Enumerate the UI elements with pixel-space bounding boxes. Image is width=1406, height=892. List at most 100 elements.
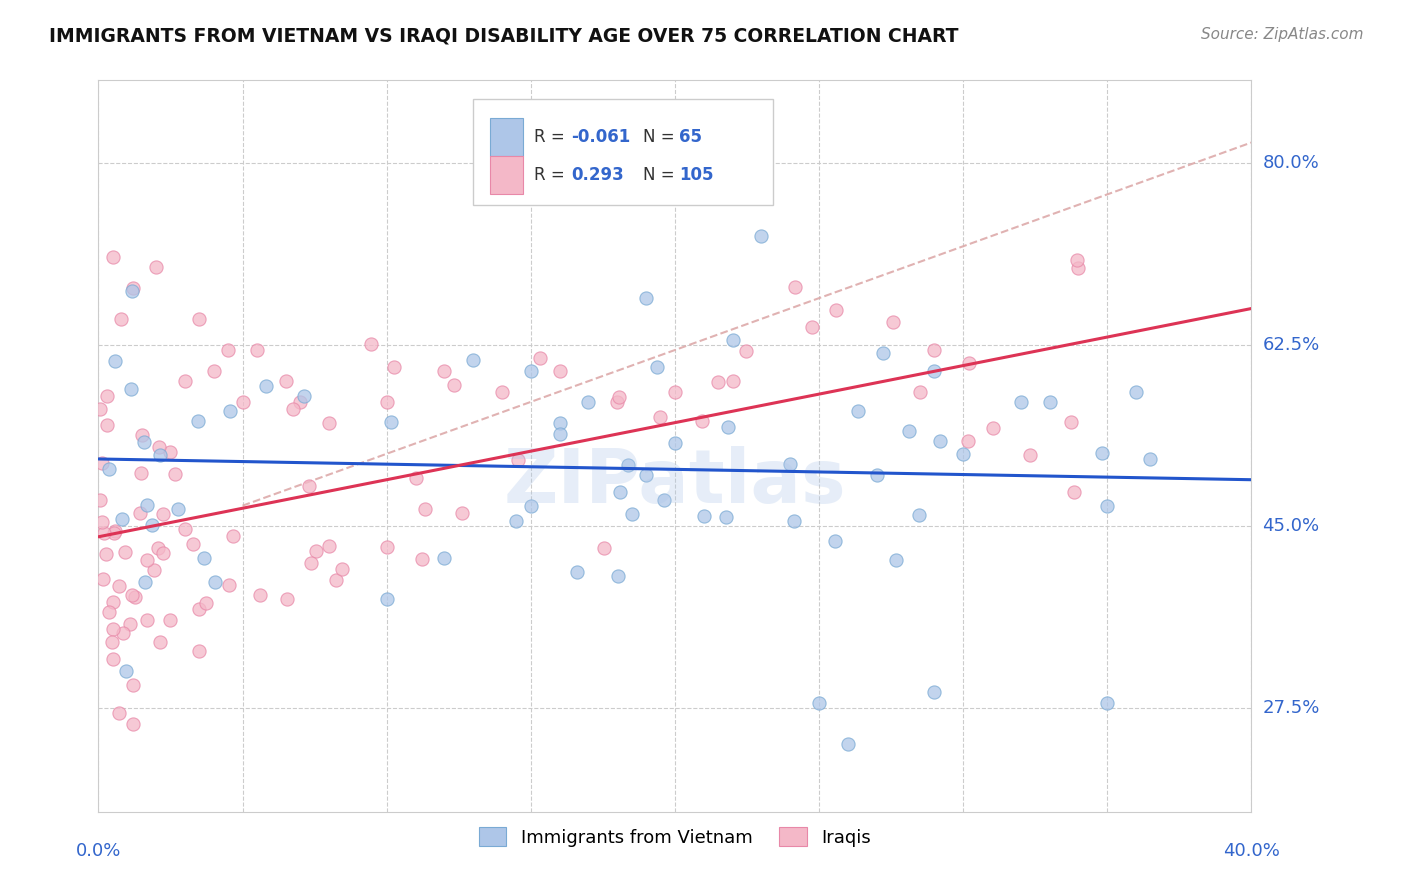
Point — [375, 395, 398, 409]
Point — [134, 575, 156, 590]
Point — [222, 529, 245, 543]
FancyBboxPatch shape — [472, 99, 773, 204]
Point — [91, 457, 114, 471]
Point — [188, 602, 211, 616]
Text: N =: N = — [643, 128, 675, 146]
Point — [101, 651, 124, 665]
Point — [1067, 260, 1090, 275]
Point — [141, 518, 163, 533]
Bar — [491, 156, 523, 194]
Point — [1097, 696, 1119, 710]
Point — [693, 509, 716, 524]
Point — [1018, 448, 1040, 462]
Point — [135, 553, 157, 567]
Point — [159, 445, 181, 459]
Point — [375, 541, 398, 555]
Point — [505, 514, 527, 528]
Point — [136, 498, 159, 512]
Point — [111, 511, 134, 525]
Point — [380, 415, 402, 429]
Point — [120, 616, 142, 631]
Point — [218, 404, 240, 418]
Point — [149, 448, 172, 462]
Point — [330, 562, 353, 576]
Point — [636, 467, 658, 482]
Point — [110, 312, 132, 326]
Point — [548, 416, 571, 430]
Point — [664, 384, 686, 399]
Text: 65: 65 — [679, 128, 703, 146]
Point — [607, 390, 630, 404]
Point — [122, 678, 145, 692]
Point — [783, 515, 806, 529]
Point — [846, 404, 869, 418]
Point — [924, 343, 946, 357]
Point — [93, 526, 115, 541]
Point — [193, 551, 215, 566]
Point — [174, 374, 197, 388]
Point — [101, 635, 124, 649]
Point — [609, 484, 631, 499]
Point — [652, 492, 675, 507]
Point — [274, 374, 297, 388]
Point — [114, 545, 136, 559]
Point — [716, 420, 738, 434]
Point — [375, 592, 398, 607]
Point — [217, 343, 239, 357]
Point — [136, 613, 159, 627]
Point — [96, 389, 118, 403]
Point — [188, 644, 211, 658]
Text: ZIPatlas: ZIPatlas — [503, 446, 846, 519]
Point — [808, 696, 831, 710]
Point — [648, 410, 671, 425]
Point — [957, 434, 980, 448]
Point — [94, 547, 117, 561]
Point — [506, 453, 529, 467]
Point — [152, 546, 174, 560]
Point — [405, 471, 427, 485]
Point — [96, 418, 118, 433]
Text: N =: N = — [643, 167, 675, 185]
Point — [114, 664, 136, 678]
Point — [276, 592, 298, 607]
Point — [443, 377, 465, 392]
Point — [165, 467, 187, 482]
Point — [246, 343, 269, 357]
Point — [146, 541, 169, 555]
Point — [89, 493, 111, 508]
Text: R =: R = — [534, 167, 575, 185]
Point — [924, 364, 946, 378]
Point — [529, 351, 551, 366]
Point — [411, 552, 433, 566]
Point — [218, 578, 240, 592]
Point — [129, 466, 152, 480]
Text: R =: R = — [534, 128, 571, 146]
Text: 45.0%: 45.0% — [1263, 517, 1320, 535]
Point — [1059, 415, 1081, 429]
Text: 62.5%: 62.5% — [1263, 336, 1320, 354]
Point — [751, 228, 773, 243]
Point — [318, 540, 340, 554]
Text: 80.0%: 80.0% — [1263, 154, 1319, 172]
Point — [97, 462, 120, 476]
Point — [131, 427, 153, 442]
Point — [606, 395, 628, 409]
Point — [607, 568, 630, 582]
Point — [897, 424, 920, 438]
Text: Source: ZipAtlas.com: Source: ZipAtlas.com — [1201, 27, 1364, 42]
Point — [318, 416, 340, 430]
Point — [149, 635, 172, 649]
Legend: Immigrants from Vietnam, Iraqis: Immigrants from Vietnam, Iraqis — [472, 820, 877, 854]
Point — [714, 510, 737, 524]
Point — [249, 588, 271, 602]
Point — [929, 434, 952, 448]
Point — [721, 374, 744, 388]
Text: -0.061: -0.061 — [571, 128, 630, 146]
Point — [734, 343, 756, 358]
Text: 0.293: 0.293 — [571, 167, 624, 185]
Point — [636, 291, 658, 305]
Point — [908, 384, 931, 399]
Point — [152, 507, 174, 521]
Point — [616, 458, 638, 473]
Point — [866, 467, 889, 482]
